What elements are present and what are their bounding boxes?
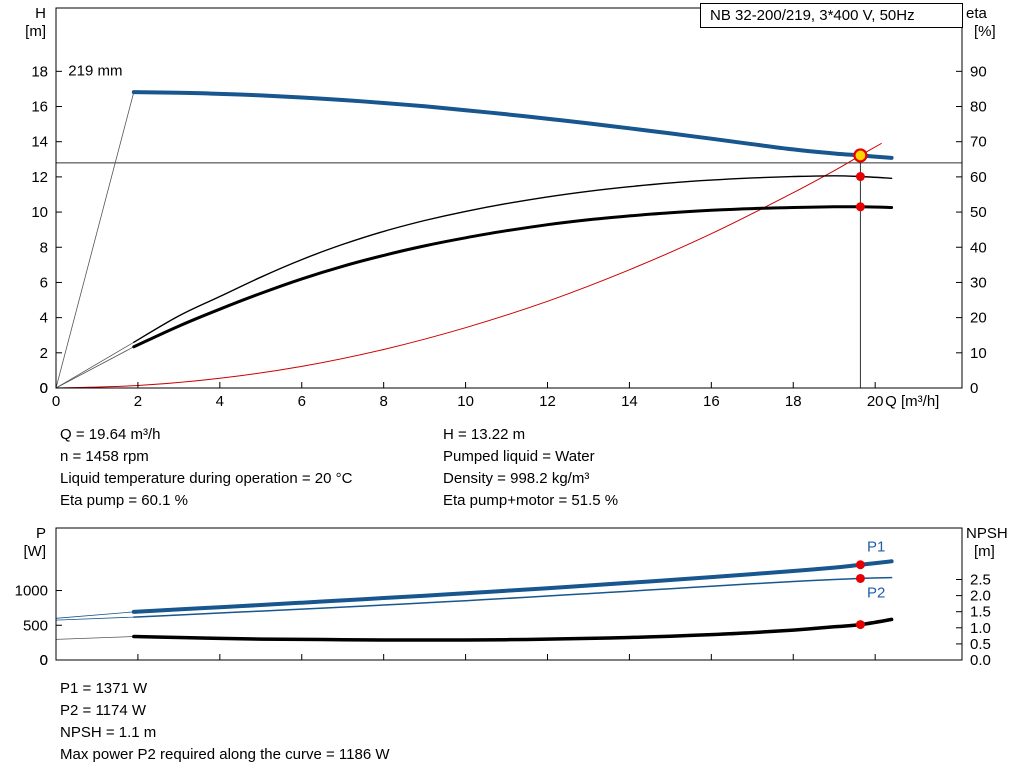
y-left-tick-label: 2 [40, 345, 48, 362]
y-left-axis-label: [m] [25, 23, 46, 40]
npsh-point-marker [855, 620, 865, 630]
pump-model-box: NB 32-200/219, 3*400 V, 50Hz [700, 3, 963, 28]
y-right-axis-label: eta [966, 5, 988, 22]
y-right-axis-label: NPSH [966, 525, 1008, 542]
x-tick-label: 18 [785, 393, 802, 410]
curve-npsh-leadin [55, 636, 135, 640]
info-line-p1: P1 = 1371 W [60, 680, 148, 697]
y-right-tick-label: 0.0 [970, 652, 991, 669]
pump-model-label: NB 32-200/219, 3*400 V, 50Hz [710, 7, 915, 24]
info-line-density: Density = 998.2 kg/m³ [443, 470, 590, 487]
curve-eta-pump [133, 175, 893, 343]
hq-eta-chart: 0 2 4 6 8 10 12 14 16 18 20 Q [m³/h]024681012141618… [25, 5, 996, 410]
y-right-tick-label: 40 [970, 239, 987, 256]
info-line-pumped-liquid: Pumped liquid = Water [443, 448, 595, 465]
y-left-tick-label: 500 [23, 617, 48, 634]
y-right-axis-label: [m] [974, 543, 995, 560]
y-right-tick-label: 2.0 [970, 588, 991, 605]
y-left-axis-label: [W] [24, 543, 47, 560]
curve-p1-leadin [55, 611, 135, 619]
y-left-tick-label: 0 [40, 652, 48, 669]
curve-p1-power [131, 559, 894, 614]
curve-pump-head-219mm [131, 90, 894, 160]
y-left-tick-label: 4 [40, 310, 48, 327]
y-left-axis-label: H [35, 5, 46, 22]
x-tick-label: 6 [298, 393, 306, 410]
duty-info-left: Q = 19.64 m³/h n = 1458 rpm Liquid tempe… [60, 424, 352, 512]
y-right-axis-label: [%] [974, 23, 996, 40]
y-right-tick-label: 20 [970, 310, 987, 327]
y-right-tick-label: 1.0 [970, 620, 991, 637]
x-tick-label: 14 [621, 393, 638, 410]
x-tick-label: 8 [379, 393, 387, 410]
duty-info-right: H = 13.22 m Pumped liquid = Water Densit… [443, 424, 618, 512]
eta-pump-motor-point-marker [855, 202, 865, 212]
y-right-tick-label: 90 [970, 63, 987, 80]
info-line-h: H = 13.22 m [443, 426, 526, 443]
power-info: P1 = 1371 W P2 = 1174 W NPSH = 1.1 m Max… [60, 678, 390, 766]
y-left-tick-label: 6 [40, 274, 48, 291]
curve-npsh-curve [132, 617, 894, 642]
info-line-eta-pump: Eta pump = 60.1 % [60, 492, 188, 509]
x-tick-label: 4 [216, 393, 224, 410]
x-tick-label: 16 [703, 393, 720, 410]
p2-point-marker [855, 573, 865, 583]
plot-border [55, 527, 963, 661]
y-left-tick-label: 0 [40, 380, 48, 397]
info-line-q: Q = 19.64 m³/h [60, 426, 161, 443]
duty-point-marker [853, 148, 868, 163]
info-line-npsh: NPSH = 1.1 m [60, 724, 157, 741]
y-right-tick-label: 70 [970, 134, 987, 151]
y-left-tick-label: 12 [31, 169, 48, 186]
y-right-tick-label: 30 [970, 274, 987, 291]
info-line-max-power: Max power P2 required along the curve = … [60, 746, 390, 763]
annotation-219-mm: 219 mm [68, 63, 122, 80]
y-left-tick-label: 16 [31, 99, 48, 116]
x-tick-label: 12 [539, 393, 556, 410]
y-right-tick-label: 1.5 [970, 604, 991, 621]
y-right-tick-label: 80 [970, 99, 987, 116]
curve-pump-head-leadin [55, 91, 135, 389]
x-tick-label: 0 [52, 393, 60, 410]
plot-border [55, 7, 963, 389]
annotation-p1: P1 [867, 539, 885, 556]
y-left-tick-label: 0 [40, 652, 48, 669]
x-tick-label: 2 [134, 393, 142, 410]
y-left-tick-label: 10 [31, 204, 48, 221]
curve-eta-pump-motor [132, 205, 894, 349]
info-line-p2: P2 = 1174 W [60, 702, 147, 719]
eta-pump-point-marker [855, 172, 865, 182]
info-line-n: n = 1458 rpm [60, 448, 149, 465]
y-left-tick-label: 18 [31, 63, 48, 80]
x-tick-label: 10 [457, 393, 474, 410]
y-right-tick-label: 10 [970, 345, 987, 362]
curve-p2-leadin [55, 616, 135, 621]
p1-point-marker [855, 560, 865, 570]
y-left-axis-label: P [36, 525, 46, 542]
curve-system-curve [55, 143, 882, 389]
y-left-tick-label: 0 [40, 380, 48, 397]
y-right-tick-label: 60 [970, 169, 987, 186]
info-line-eta-pump-motor: Eta pump+motor = 51.5 % [443, 492, 619, 509]
y-right-tick-label: 0 [970, 380, 978, 397]
annotation-p2: P2 [867, 584, 885, 601]
y-right-tick-label: 0.5 [970, 636, 991, 653]
curve-p2-power [133, 576, 893, 618]
curve-eta-pump-motor-leadin [55, 346, 135, 389]
x-axis-label: Q [m³/h] [885, 393, 939, 410]
x-tick-label: 20 [867, 393, 884, 410]
curve-eta-pump-leadin [55, 341, 135, 389]
y-left-tick-label: 14 [31, 134, 48, 151]
info-line-liquid-temp: Liquid temperature during operation = 20… [60, 470, 353, 487]
y-left-tick-label: 1000 [15, 583, 48, 600]
y-right-tick-label: 2.5 [970, 572, 991, 589]
y-left-tick-label: 8 [40, 239, 48, 256]
y-right-tick-label: 50 [970, 204, 987, 221]
